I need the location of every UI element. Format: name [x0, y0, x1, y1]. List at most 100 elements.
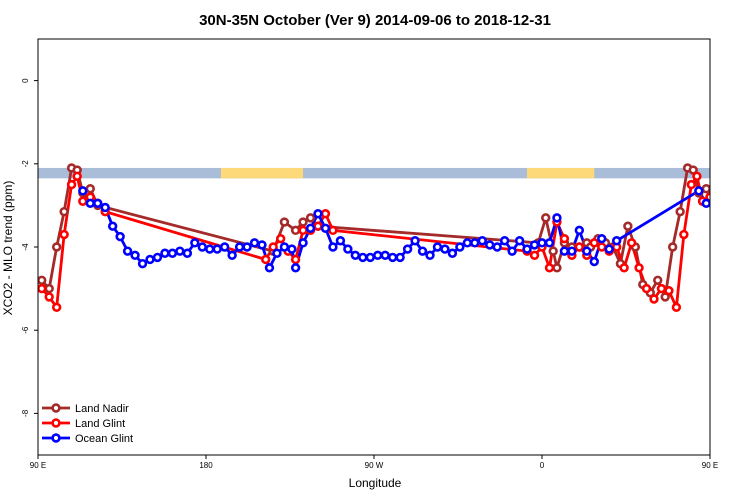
land-glint-point: [78, 196, 88, 206]
land-glint-point: [686, 179, 697, 190]
ocean-glint-point: [507, 246, 517, 256]
land-glint-point: [290, 254, 301, 265]
legend-label-land-glint: Land Glint: [75, 418, 125, 430]
ocean-glint-point: [85, 198, 95, 209]
ocean-glint-point: [725, 223, 732, 230]
ocean-glint-point: [574, 225, 585, 236]
ocean-glint-point: [740, 246, 747, 253]
land-glint-point: [679, 229, 689, 240]
plot-inner: [38, 163, 747, 313]
ocean-glint-point: [335, 236, 346, 246]
ocean-glint-point: [537, 238, 547, 248]
land-nadir-point: [279, 217, 290, 227]
x-tick-label: 180: [199, 461, 213, 470]
land-glint-point: [722, 208, 729, 215]
ocean-glint-point: [529, 240, 540, 250]
ocean-glint-point: [718, 204, 725, 211]
ocean-glint-point: [279, 242, 290, 252]
ocean-glint-point: [387, 252, 398, 263]
ocean-glint-point: [365, 252, 375, 263]
land-glint-point: [51, 302, 62, 313]
ocean-glint-point: [597, 233, 607, 244]
land-glint-point: [619, 263, 629, 273]
ocean-glint-point: [499, 236, 510, 246]
ocean-glint-point: [145, 254, 155, 265]
x-tick-label: 0: [540, 461, 545, 470]
land-glint-point: [649, 294, 659, 304]
y-tick-label: -6: [21, 326, 30, 334]
x-tick-label: 90 E: [30, 461, 46, 470]
ocean-glint-point: [257, 240, 267, 250]
land-nadir-point: [290, 225, 301, 236]
ocean-glint-point: [272, 248, 282, 258]
ocean-glint-point: [440, 244, 450, 254]
ocean-glint-point: [130, 250, 140, 261]
legend: Land Nadir Land Glint Ocean Glint: [42, 403, 133, 445]
ocean-glint-point: [589, 256, 599, 267]
ocean-glint-line: [81, 189, 710, 270]
ocean-glint-point: [455, 242, 465, 252]
chart-title: 30N-35N October (Ver 9) 2014-09-06 to 20…: [199, 12, 551, 29]
ocean-glint-point: [709, 200, 710, 207]
land-glint-point: [641, 283, 652, 294]
ocean-glint-point: [264, 263, 275, 273]
ocean-glint-point: [373, 250, 383, 261]
ocean-glint-point: [298, 238, 308, 248]
ocean-glint-point: [320, 223, 331, 233]
ocean-glint-point: [290, 263, 301, 273]
land-glint-point: [529, 250, 540, 261]
land-glint-point: [692, 171, 702, 181]
legend-marker-land-glint: [51, 418, 61, 428]
land-glint-point: [44, 292, 54, 302]
ocean-glint-point: [115, 231, 125, 242]
land-glint-point: [328, 225, 338, 236]
ocean-glint-point: [522, 244, 532, 254]
land-glint-line: [40, 174, 710, 309]
ocean-glint-point: [350, 250, 361, 261]
ocean-glint-point: [611, 236, 622, 246]
ocean-glint-point: [219, 242, 230, 252]
land-nadir-point: [298, 217, 308, 227]
ocean-glint-point: [432, 242, 443, 252]
land-nadir-point: [675, 206, 685, 217]
ocean-glint-point: [212, 244, 222, 254]
land-glint-point: [664, 285, 674, 296]
land-glint-point: [626, 238, 637, 248]
ocean-glint-point: [694, 186, 704, 196]
ocean-glint-point: [137, 258, 148, 269]
ocean-glint-point: [167, 248, 178, 258]
land-glint-point: [275, 233, 286, 244]
land-glint-point: [66, 179, 77, 190]
land-glint-point: [671, 302, 682, 313]
ocean-glint-point: [242, 242, 252, 252]
land-glint-point: [313, 221, 323, 231]
ocean-glint-point: [343, 244, 353, 254]
land-nadir-point: [44, 283, 54, 294]
land-nadir-line: [40, 166, 710, 299]
plot-area: 90 E 180 90 W 0 90 E 0 -2 -4 -6 -8: [21, 38, 747, 470]
land-glint-point: [261, 254, 271, 265]
ocean-glint-point: [190, 238, 200, 248]
ocean-glint-point: [234, 242, 245, 252]
ocean-glint-point: [733, 233, 740, 240]
y-tick-label: -2: [21, 160, 30, 168]
land-glint-point: [714, 200, 721, 207]
land-glint-point: [656, 283, 667, 294]
ocean-glint-point: [514, 236, 525, 246]
ocean-glint-point: [395, 252, 405, 263]
ocean-glint-point: [492, 242, 502, 252]
ocean-glint-point: [544, 238, 555, 248]
y-tick-label: 0: [21, 78, 30, 83]
land-nadir-point: [623, 221, 633, 231]
land-glint-point: [72, 171, 82, 181]
land-nadir-point: [701, 184, 710, 194]
ocean-glint-point: [417, 246, 428, 256]
land-glint-point: [320, 209, 331, 219]
land-glint-point: [38, 283, 47, 294]
ocean-glint-point: [182, 248, 193, 258]
land-glint-point: [597, 242, 607, 252]
land-band-segment: [220, 167, 304, 179]
legend-label-ocean-glint: Ocean Glint: [75, 433, 133, 445]
ocean-glint-point: [582, 246, 592, 256]
